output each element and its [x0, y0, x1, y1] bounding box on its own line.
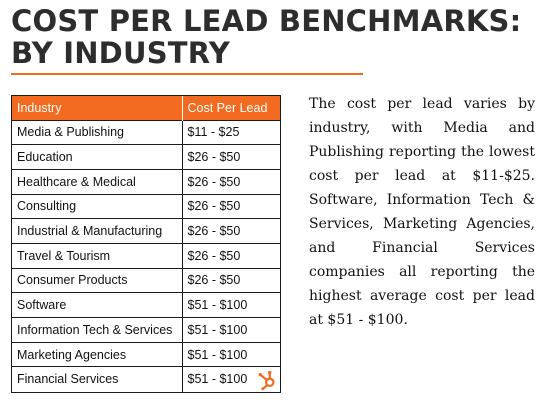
cost-cell: $26 - $50 [182, 218, 280, 244]
table-header-row: Industry Cost Per Lead [12, 96, 280, 120]
table-header: Industry Cost Per Lead [12, 96, 280, 120]
column-header-industry: Industry [12, 96, 183, 120]
hubspot-sprocket-icon [258, 371, 275, 391]
description-paragraph: The cost per lead varies by industry, wi… [309, 96, 535, 328]
title-divider [11, 73, 363, 75]
industry-cell: Information Tech & Services [12, 317, 183, 343]
industry-cell: Software [12, 292, 183, 318]
cost-cell: $26 - $50 [182, 267, 280, 293]
table-row: Media & Publishing $11 - $25 [12, 119, 280, 145]
industry-cell: Travel & Tourism [12, 242, 183, 269]
table-body: Media & Publishing $11 - $25 Education $… [12, 119, 280, 392]
column-header-cost-per-lead: Cost Per Lead [182, 96, 280, 120]
table-row: Information Tech & Services $51 - $100 [12, 317, 280, 343]
table-row: Consulting $26 - $50 [12, 193, 280, 219]
industry-cell: Healthcare & Medical [12, 168, 183, 195]
industry-cell: Education [12, 144, 183, 170]
cost-cell: $51 - $100 [182, 292, 280, 318]
benchmark-table-container: Industry Cost Per Lead Media & Publishin… [11, 95, 281, 393]
industry-cell: Consulting [12, 193, 183, 219]
industry-cell: Marketing Agencies [12, 341, 183, 367]
page-title-line-1: COST PER LEAD BENCHMARKS: [11, 4, 522, 38]
table-row: Industrial & Manufacturing $26 - $50 [12, 218, 280, 244]
table-row: Education $26 - $50 [12, 144, 280, 170]
cost-cell: $26 - $50 [182, 242, 280, 269]
industry-cell: Consumer Products [12, 267, 183, 293]
table-row: Consumer Products $26 - $50 [12, 267, 280, 293]
industry-cell: Media & Publishing [12, 119, 183, 145]
page-title: COST PER LEAD BENCHMARKS: BY INDUSTRY [11, 5, 531, 69]
industry-cell: Industrial & Manufacturing [12, 218, 183, 244]
table-row: Travel & Tourism $26 - $50 [12, 242, 280, 269]
table-row: Software $51 - $100 [12, 292, 280, 318]
industry-cell: Financial Services [12, 366, 183, 392]
cost-cell: $51 - $100 [182, 341, 280, 367]
cost-cell: $26 - $50 [182, 168, 280, 195]
cost-cell-with-logo: $51 - $100 [182, 366, 280, 392]
table-row: Healthcare & Medical $26 - $50 [12, 168, 280, 195]
table-row: Financial Services $51 - $100 [12, 366, 280, 392]
cost-cell: $51 - $100 [182, 317, 280, 343]
cost-cell: $26 - $50 [182, 193, 280, 219]
page-title-line-2: BY INDUSTRY [11, 36, 230, 70]
cost-cell-text: $51 - $100 [187, 372, 248, 387]
cost-cell: $11 - $25 [182, 119, 280, 145]
benchmark-table: Industry Cost Per Lead Media & Publishin… [12, 96, 280, 392]
cost-cell: $26 - $50 [182, 144, 280, 170]
table-row: Marketing Agencies $51 - $100 [12, 341, 280, 367]
